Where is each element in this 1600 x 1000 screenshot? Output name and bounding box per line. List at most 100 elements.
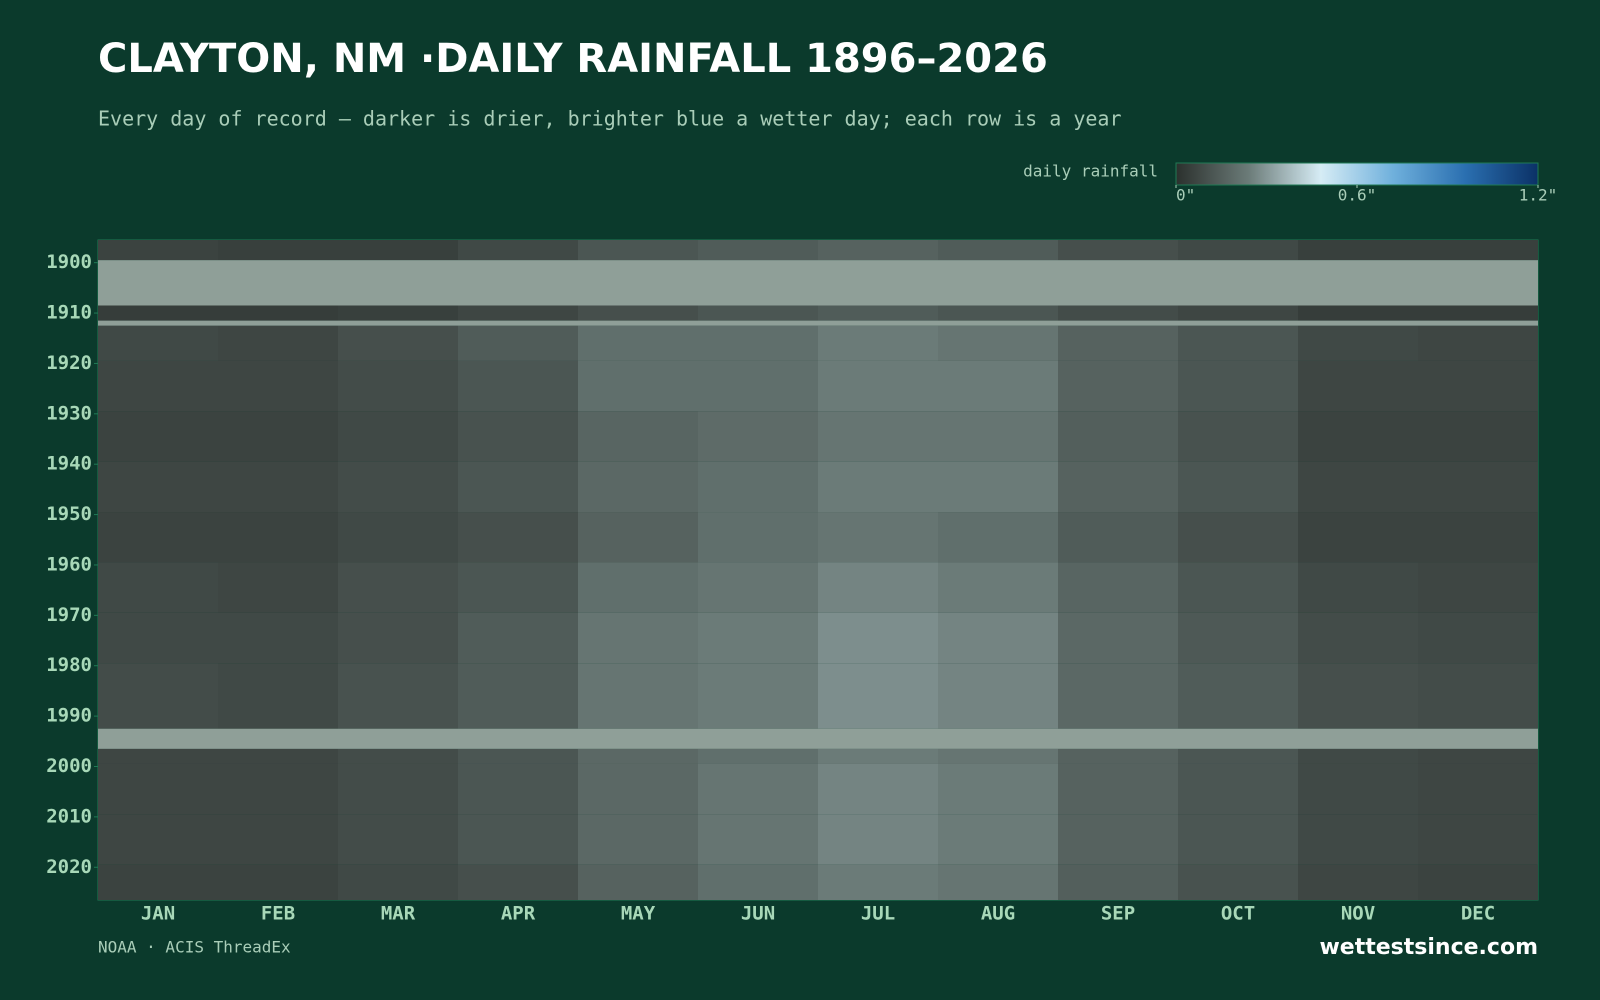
heat-cell — [458, 562, 578, 613]
heat-cell — [458, 663, 578, 729]
heat-cell — [1058, 411, 1178, 462]
heat-cell — [1298, 814, 1418, 865]
missing-band — [98, 320, 1538, 326]
heat-cell — [98, 763, 218, 815]
heat-cell — [338, 461, 458, 513]
heat-cell — [98, 612, 218, 664]
brand: wettestsince.com — [1319, 935, 1538, 960]
heat-cell — [818, 763, 938, 815]
heat-cell — [818, 814, 938, 865]
heat-cell — [1178, 814, 1298, 865]
heat-cell — [1058, 814, 1178, 865]
colorbar-tick-label: 1.2" — [1519, 186, 1558, 205]
heat-cell — [938, 763, 1058, 815]
heat-cell — [98, 325, 218, 361]
y-tick-label: 2020 — [46, 856, 92, 878]
heat-cell — [818, 360, 938, 412]
heat-cell — [98, 562, 218, 613]
heat-cell — [938, 612, 1058, 664]
heat-cell — [1178, 360, 1298, 412]
chart-title: CLAYTON, NM ·DAILY RAINFALL 1896–2026 — [98, 36, 1048, 82]
heat-cell — [938, 305, 1058, 321]
heat-cell — [698, 748, 818, 764]
y-tick-label: 1900 — [46, 251, 92, 273]
heat-cell — [1178, 305, 1298, 321]
heat-cell — [98, 814, 218, 865]
x-tick-label: OCT — [1221, 903, 1255, 925]
heat-cell — [1418, 763, 1538, 815]
heat-cell — [818, 305, 938, 321]
heat-cell — [1298, 461, 1418, 513]
heat-cell — [698, 240, 818, 261]
y-tick-label: 1920 — [46, 352, 92, 374]
heat-cell — [938, 748, 1058, 764]
heat-cell — [98, 512, 218, 563]
heat-cell — [818, 240, 938, 261]
x-tick-label: MAR — [381, 903, 416, 925]
heat-cell — [98, 305, 218, 321]
x-tick-label: JUL — [861, 903, 895, 925]
heat-cell — [218, 305, 338, 321]
heat-cell — [218, 748, 338, 764]
heat-cell — [818, 461, 938, 513]
heat-cell — [1058, 461, 1178, 513]
heat-cell — [98, 360, 218, 412]
heat-cell — [338, 325, 458, 361]
heat-cell — [938, 240, 1058, 261]
heat-cell — [98, 663, 218, 729]
heat-cell — [458, 512, 578, 563]
heat-cell — [458, 748, 578, 764]
heat-cell — [1418, 240, 1538, 261]
heat-cell — [1418, 814, 1538, 865]
heat-cell — [698, 325, 818, 361]
heat-cell — [938, 411, 1058, 462]
heat-cell — [218, 325, 338, 361]
y-tick-label: 1970 — [46, 604, 92, 626]
heat-cell — [218, 763, 338, 815]
heat-cell — [458, 360, 578, 412]
heat-cell — [1298, 864, 1418, 900]
heat-cell — [338, 748, 458, 764]
y-tick-label: 1910 — [46, 302, 92, 324]
y-tick-label: 1980 — [46, 654, 92, 676]
heat-cell — [938, 461, 1058, 513]
heat-cell — [698, 461, 818, 513]
heat-cell — [578, 325, 698, 361]
missing-band — [98, 260, 1538, 306]
heat-cell — [338, 512, 458, 563]
x-tick-label: JAN — [141, 903, 175, 925]
heat-cell — [1178, 461, 1298, 513]
colorbar-tick-label: 0.6" — [1338, 186, 1377, 205]
heat-cell — [458, 461, 578, 513]
heat-cell — [578, 748, 698, 764]
heat-cell — [1058, 305, 1178, 321]
heat-cell — [1418, 562, 1538, 613]
heat-cell — [1178, 864, 1298, 900]
heat-cell — [698, 763, 818, 815]
heat-cell — [1298, 240, 1418, 261]
heat-cell — [1298, 411, 1418, 462]
heat-cell — [218, 512, 338, 563]
heat-cell — [458, 411, 578, 462]
heat-cell — [218, 814, 338, 865]
heat-cell — [1418, 748, 1538, 764]
heat-cell — [698, 663, 818, 729]
heat-cell — [938, 325, 1058, 361]
heat-cell — [98, 748, 218, 764]
colorbar — [1175, 162, 1539, 186]
heat-cell — [458, 612, 578, 664]
heat-cell — [938, 562, 1058, 613]
legend-title: daily rainfall — [1023, 162, 1158, 181]
heat-cell — [818, 562, 938, 613]
heat-cell — [1418, 305, 1538, 321]
source: NOAA · ACIS ThreadEx — [98, 938, 291, 957]
heat-cell — [1178, 411, 1298, 462]
heat-cell — [1418, 512, 1538, 563]
heat-cell — [578, 663, 698, 729]
heat-cell — [1178, 763, 1298, 815]
heat-cell — [578, 763, 698, 815]
heat-cell — [218, 360, 338, 412]
heat-cell — [458, 325, 578, 361]
heat-cell — [338, 411, 458, 462]
